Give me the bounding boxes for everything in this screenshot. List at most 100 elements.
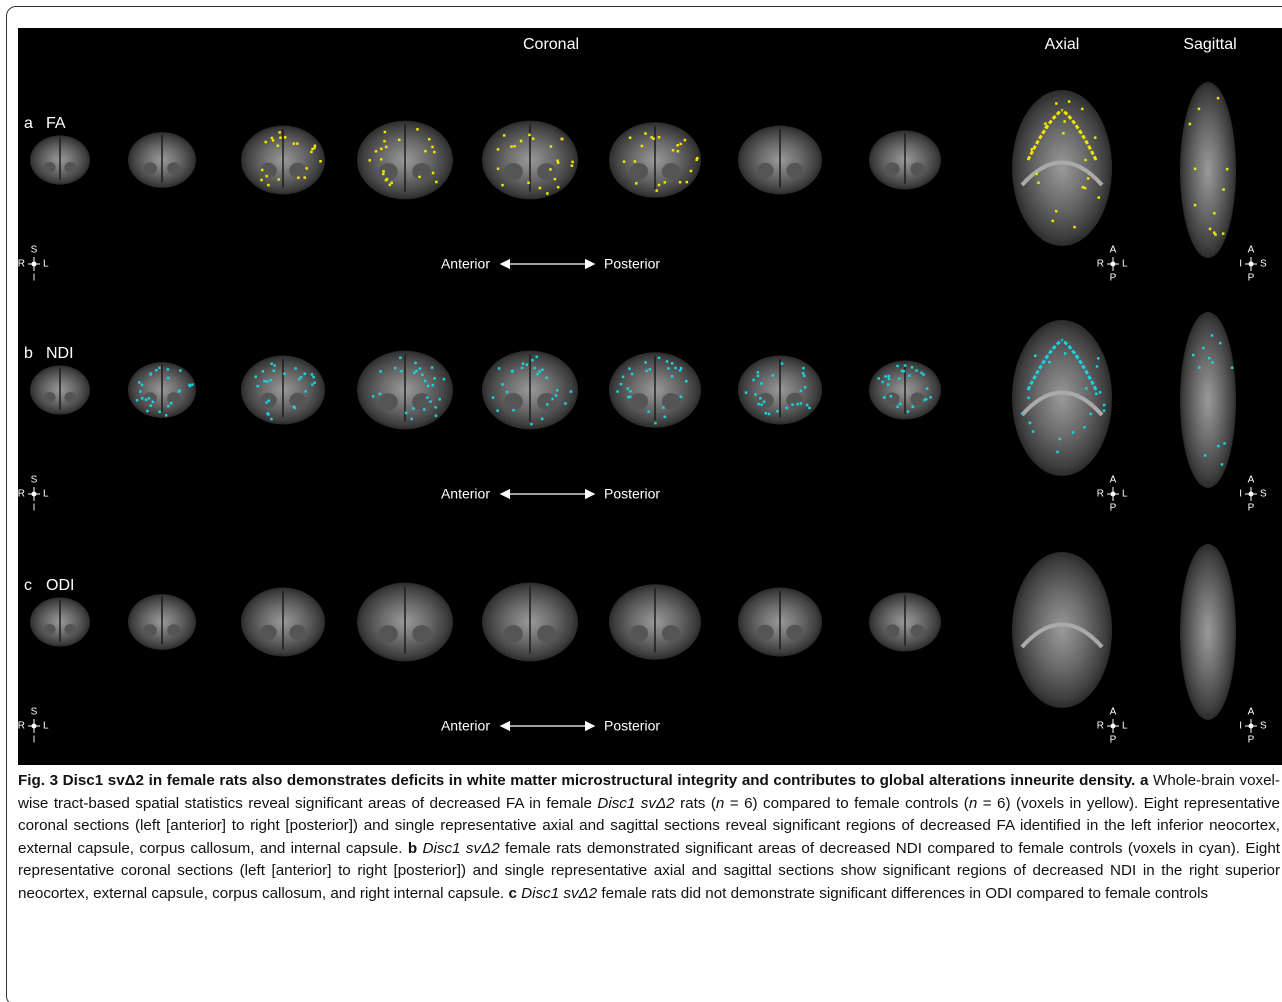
voxel	[676, 144, 679, 147]
panel-letter: c	[24, 577, 32, 594]
voxel	[679, 181, 682, 184]
voxel	[303, 176, 306, 179]
voxel	[1027, 397, 1030, 400]
voxel	[647, 410, 650, 413]
voxel	[385, 179, 388, 182]
voxel	[419, 367, 422, 370]
voxel	[293, 142, 296, 145]
voxel	[796, 403, 799, 406]
voxel	[1217, 97, 1220, 100]
caption-run: female rats did not demonstrate signific…	[597, 885, 1208, 902]
brain-structure	[143, 162, 157, 174]
voxel	[1056, 451, 1059, 454]
voxel	[492, 396, 495, 399]
voxel	[757, 371, 760, 374]
brain-structure	[757, 163, 774, 178]
caption-run: = 6) compared to female controls (	[724, 795, 968, 812]
brain-structure	[910, 162, 924, 175]
voxel	[431, 366, 434, 369]
brain-structure	[289, 393, 306, 408]
voxel	[498, 367, 501, 370]
orient-label: R	[1097, 489, 1104, 500]
voxel	[904, 364, 907, 367]
voxel	[266, 380, 269, 383]
voxel	[155, 369, 158, 372]
voxel	[432, 384, 435, 387]
orient-label: I	[1239, 721, 1242, 732]
brain-structure	[412, 625, 431, 642]
voxel	[312, 376, 315, 379]
voxel	[415, 370, 418, 373]
voxel	[1194, 168, 1197, 171]
voxel	[158, 410, 161, 413]
voxel	[890, 395, 893, 398]
orient-label: A	[1248, 475, 1255, 486]
voxel	[915, 369, 918, 372]
voxel	[631, 373, 634, 376]
voxel	[526, 363, 529, 366]
voxel	[1055, 210, 1058, 213]
voxel	[1068, 100, 1071, 103]
voxel	[141, 397, 144, 400]
orient-label: A	[1110, 475, 1117, 486]
voxel	[497, 148, 500, 151]
orient-label: R	[18, 259, 25, 270]
voxel	[765, 412, 768, 415]
voxel	[679, 143, 682, 146]
voxel	[616, 390, 619, 393]
voxel	[265, 175, 268, 178]
voxel	[421, 374, 424, 377]
voxel	[546, 403, 549, 406]
voxel	[416, 128, 419, 131]
orient-label: L	[1122, 489, 1128, 500]
orient-label: I	[33, 503, 36, 514]
voxel	[384, 131, 387, 134]
voxel	[776, 410, 779, 413]
voxel	[1222, 188, 1225, 191]
voxel	[546, 192, 549, 195]
orient-label: S	[1260, 489, 1267, 500]
orient-label: I	[1239, 489, 1242, 500]
brain-structure	[537, 625, 556, 642]
voxel	[311, 148, 314, 151]
voxel	[650, 136, 653, 139]
voxel	[768, 413, 771, 416]
voxel	[561, 138, 564, 141]
voxel	[1189, 123, 1192, 126]
voxel	[1194, 204, 1197, 207]
voxel	[571, 164, 574, 167]
voxel	[179, 369, 182, 372]
voxel	[677, 150, 680, 153]
voxel	[667, 367, 670, 370]
voxel	[496, 409, 499, 412]
voxel	[423, 408, 426, 411]
caption-run: b	[408, 840, 417, 857]
voxel	[512, 409, 515, 412]
orient-label: A	[1110, 245, 1117, 256]
voxel	[772, 374, 775, 377]
voxel	[1072, 431, 1075, 434]
panel-letter: a	[24, 115, 33, 132]
brain-structure	[885, 392, 899, 405]
voxel	[541, 418, 544, 421]
voxel	[545, 376, 548, 379]
voxel	[272, 370, 275, 373]
orient-label: S	[1260, 721, 1267, 732]
orient-label: L	[43, 259, 49, 270]
voxel	[1081, 108, 1084, 111]
voxel	[191, 383, 194, 386]
panel-label: NDI	[46, 345, 74, 362]
voxel	[267, 413, 270, 416]
voxel	[293, 405, 296, 408]
voxel	[785, 407, 788, 410]
voxel	[497, 168, 500, 171]
voxel	[1204, 454, 1207, 457]
voxel	[428, 138, 431, 141]
voxel	[165, 414, 168, 417]
voxel	[530, 423, 533, 426]
voxel	[690, 170, 693, 173]
voxel	[145, 399, 148, 402]
voxel	[757, 403, 760, 406]
orient-dot	[32, 492, 37, 497]
voxel	[1098, 196, 1101, 199]
